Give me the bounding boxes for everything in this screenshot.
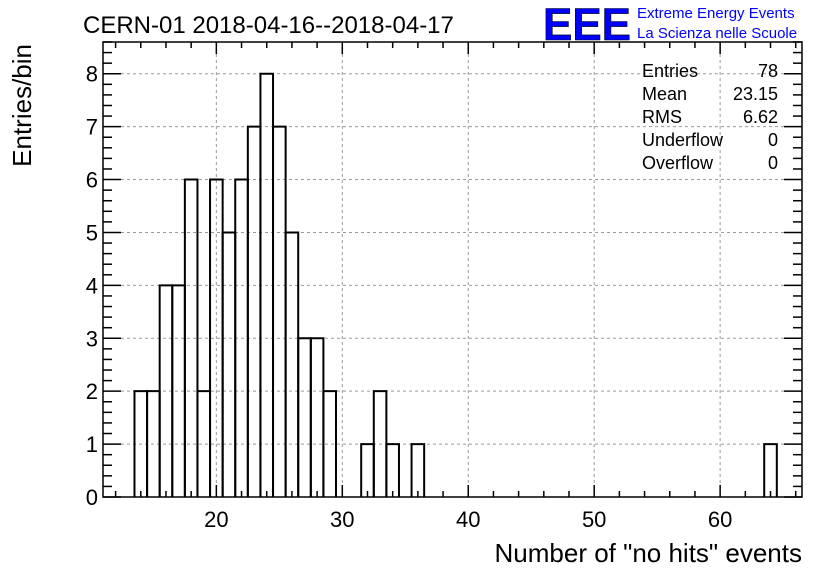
y-tick-label: 7 xyxy=(86,115,98,140)
stats-label: Entries xyxy=(642,61,698,81)
logo-line-1: Extreme Energy Events xyxy=(637,5,795,22)
x-tick-label: 60 xyxy=(708,507,732,532)
y-tick-label: 1 xyxy=(86,432,98,457)
histogram-bin xyxy=(385,443,400,497)
histogram-bin xyxy=(221,231,237,497)
y-tick-label: 4 xyxy=(86,273,98,298)
histogram-bin xyxy=(297,337,312,497)
stats-value: 78 xyxy=(758,61,778,81)
grid-lines xyxy=(103,42,802,497)
stats-value: 0 xyxy=(768,130,778,150)
x-tick-label: 20 xyxy=(204,507,228,532)
chart-title: CERN-01 2018-04-16--2018-04-17 xyxy=(83,12,454,39)
histogram-bin xyxy=(763,443,778,497)
stats-label: Underflow xyxy=(642,130,724,150)
stats-label: RMS xyxy=(642,107,682,127)
y-tick-label: 3 xyxy=(86,326,98,351)
histogram-bin xyxy=(322,390,337,497)
x-axis-label: Number of "no hits" events xyxy=(495,538,803,568)
y-tick-label: 6 xyxy=(86,168,98,193)
histogram-bin xyxy=(183,178,199,497)
histogram-bin xyxy=(272,125,287,497)
x-tick-label: 50 xyxy=(582,507,606,532)
y-tick-label: 0 xyxy=(86,485,98,510)
y-tick-label: 8 xyxy=(86,62,98,87)
stats-value: 23.15 xyxy=(733,84,778,104)
stats-value: 0 xyxy=(768,153,778,173)
histogram-bin xyxy=(284,231,300,497)
x-tick-label: 40 xyxy=(456,507,480,532)
stats-label: Overflow xyxy=(642,153,714,173)
stats-value: 6.62 xyxy=(743,107,778,127)
y-tick-label: 2 xyxy=(86,379,98,404)
histogram-bin xyxy=(309,337,325,497)
eee-logo: EEE Extreme Energy Events La Scienza nel… xyxy=(543,0,797,50)
histogram-bin xyxy=(410,443,426,497)
histogram-bin xyxy=(246,125,262,497)
plot-frame xyxy=(102,41,803,498)
x-tick-label: 30 xyxy=(330,507,354,532)
eee-logo-mark: EEE xyxy=(543,0,631,50)
logo-line-2: La Scienza nelle Scuole xyxy=(637,25,797,42)
histogram-bin xyxy=(360,443,375,497)
stats-label: Mean xyxy=(642,84,687,104)
y-tick-label: 5 xyxy=(86,220,98,245)
y-axis-label: Entries/bin xyxy=(7,44,37,167)
histogram-bars xyxy=(133,72,778,497)
stats-box: Entries 78 Mean 23.15 RMS 6.62 Underflow 0 Overf… xyxy=(642,61,778,173)
